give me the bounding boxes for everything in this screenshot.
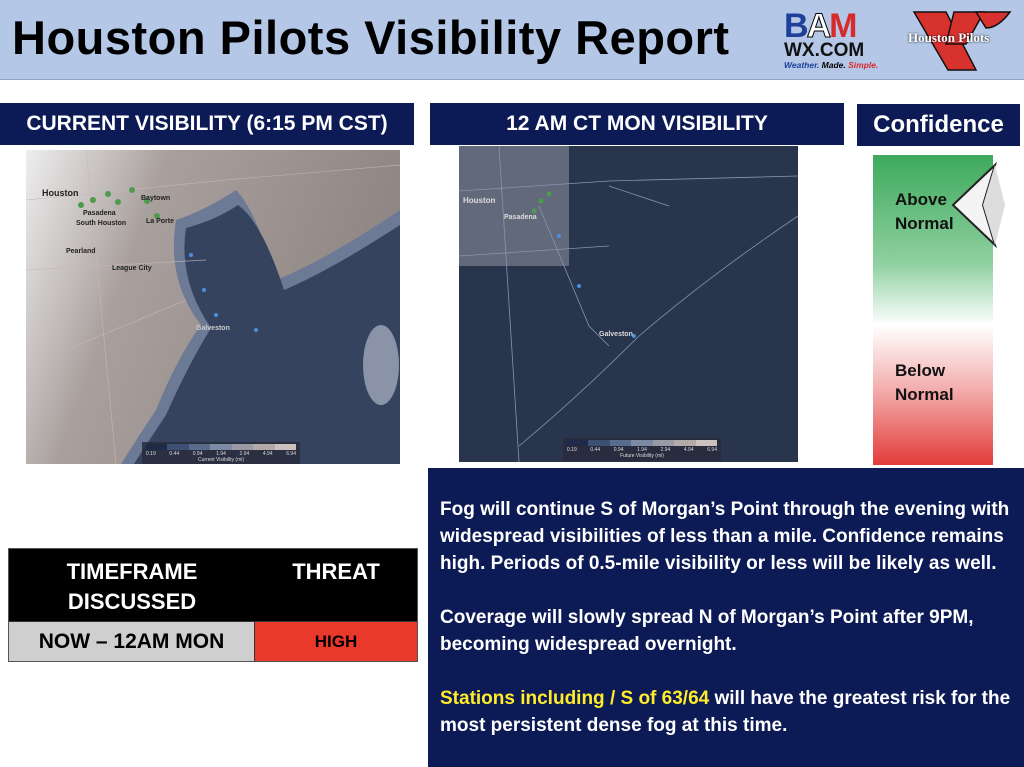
legend-tick: 1.94 (637, 447, 647, 453)
threat-header: THREAT (255, 549, 417, 621)
legend-swatch (567, 440, 589, 446)
map-label: Galveston (196, 325, 230, 332)
confidence-scale: Above Normal Below Normal (873, 155, 993, 465)
map-label: Pasadena (83, 210, 116, 217)
legend-swatch (210, 444, 232, 450)
map-label: Baytown (141, 195, 171, 202)
legend-tick: 4.94 (262, 451, 273, 457)
map-label: Pearland (66, 248, 96, 255)
legend-swatch (609, 440, 632, 446)
threat-table: TIMEFRAME DISCUSSED THREAT NOW – 12AM MO… (8, 548, 418, 662)
legend-tick: 0.44 (169, 451, 180, 457)
page-title: Houston Pilots Visibility Report (12, 11, 730, 64)
legend-title: Current Visibility (mi) (197, 457, 245, 463)
future-visibility-map: Houston Pasadena Galveston 0.19 0.44 0.94 1… (459, 146, 798, 462)
header-banner (0, 0, 1024, 80)
threat-level-cell: HIGH (255, 621, 417, 661)
legend-tick: 0.44 (590, 447, 601, 453)
confidence-indicator-arrow-icon (951, 161, 1005, 249)
discussion-paragraph: Coverage will slowly spread N of Morgan’… (440, 607, 974, 655)
map-label: Pasadena (504, 214, 537, 221)
legend-swatch (253, 444, 275, 450)
map-label: South Houston (76, 220, 127, 227)
below-normal-label: Below Normal (895, 361, 954, 404)
legend-tick: 6.94 (286, 451, 296, 457)
legend-swatch (274, 444, 296, 450)
legend-title: Future Visibility (mi) (620, 453, 664, 459)
visibility-legend: 0.19 0.44 0.94 1.94 2.94 4.94 6.94 Current Vis… (142, 442, 300, 464)
legend-tick: 0.19 (146, 451, 156, 457)
map-label: Galveston (599, 331, 633, 338)
legend-tick: 0.94 (613, 447, 624, 453)
legend-tick: 4.94 (683, 447, 694, 453)
discussion-paragraph: Fog will continue S of Morgan’s Point th… (440, 499, 1010, 574)
legend-swatch (631, 440, 653, 446)
houston-pilots-logo: Houston Pilots (906, 8, 1016, 74)
legend-swatch (231, 444, 254, 450)
legend-swatch (167, 444, 189, 450)
legend-color-bar (146, 444, 296, 450)
visibility-legend: 0.19 0.44 0.94 1.94 2.94 4.94 6.94 Future Visi… (563, 438, 721, 461)
discussion-paragraph: Stations including / S of 63/64 will hav… (440, 688, 1011, 736)
map-label: La Porte (146, 218, 175, 225)
map-label: Houston (463, 196, 496, 205)
legend-tick: 2.94 (660, 447, 671, 453)
current-visibility-map: Houston Pasadena South Houston Pearland … (26, 150, 400, 464)
legend-tick: 0.19 (567, 447, 577, 453)
highlighted-stations: Stations including / S of 63/64 (440, 688, 710, 709)
legend-swatch (695, 440, 717, 446)
current-visibility-header: CURRENT VISIBILITY (6:15 PM CST) (0, 103, 414, 145)
legend-tick: 2.94 (239, 451, 250, 457)
legend-swatch (146, 444, 168, 450)
legend-tick: 0.94 (192, 451, 203, 457)
future-visibility-header: 12 AM CT MON VISIBILITY (430, 103, 844, 145)
legend-tick: 1.94 (216, 451, 226, 457)
timeframe-cell: NOW – 12AM MON (9, 621, 255, 661)
legend-color-bar (567, 440, 717, 446)
legend-swatch (588, 440, 610, 446)
confidence-header: Confidence (857, 104, 1020, 146)
legend-swatch (674, 440, 696, 446)
map-label: Houston (42, 188, 79, 198)
legend-swatch (188, 444, 211, 450)
bam-logo: BAM WX.COM Weather. Made. Simple. (784, 7, 879, 71)
timeframe-header: TIMEFRAME DISCUSSED (9, 549, 255, 621)
forecast-discussion: Fog will continue S of Morgan’s Point th… (428, 468, 1024, 767)
map-label: League City (112, 265, 152, 272)
legend-tick: 6.94 (707, 447, 717, 453)
legend-swatch (652, 440, 675, 446)
above-normal-label: Above Normal (895, 190, 954, 233)
